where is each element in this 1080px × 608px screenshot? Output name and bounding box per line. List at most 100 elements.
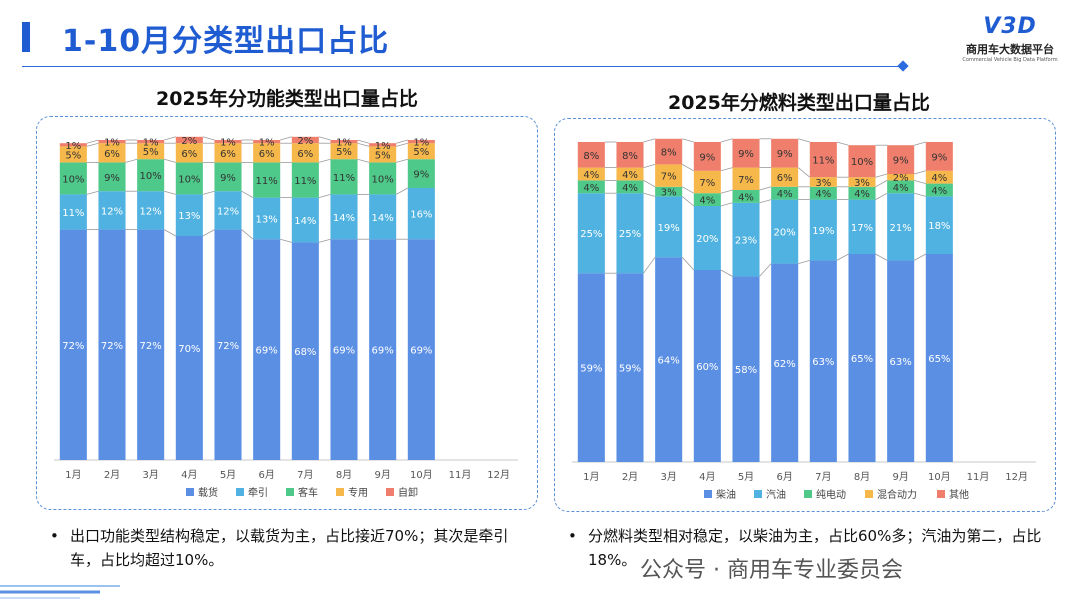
data-label: 62% bbox=[774, 359, 796, 370]
logo-en-text: Commercial Vehicle Big Data Platform bbox=[962, 57, 1058, 63]
series-connector bbox=[241, 190, 254, 198]
data-label: 1% bbox=[65, 141, 81, 152]
data-label: 14% bbox=[372, 213, 394, 224]
bar-segment bbox=[330, 194, 358, 240]
bar-segment bbox=[616, 180, 644, 194]
legend-swatch bbox=[336, 488, 344, 496]
series-connector bbox=[797, 167, 811, 178]
series-connector bbox=[836, 253, 849, 261]
series-connector bbox=[682, 138, 694, 143]
bar-segment bbox=[925, 254, 953, 462]
bar-segment bbox=[887, 174, 915, 181]
data-label: 6% bbox=[220, 149, 236, 160]
bar-segment bbox=[59, 162, 87, 195]
series-connector bbox=[914, 141, 926, 146]
x-tick-label: 8月 bbox=[854, 471, 870, 483]
x-tick-label: 3月 bbox=[142, 469, 158, 481]
series-connector bbox=[914, 253, 926, 261]
bar-segment bbox=[369, 239, 397, 460]
legend-swatch bbox=[236, 488, 244, 496]
data-label: 25% bbox=[580, 229, 602, 240]
bar-segment bbox=[655, 257, 683, 462]
bar-segment bbox=[59, 229, 87, 460]
bar-segment bbox=[175, 162, 203, 195]
x-tick-label: 4月 bbox=[699, 471, 715, 483]
bar-segment bbox=[732, 167, 760, 190]
data-label: 63% bbox=[812, 357, 834, 368]
data-label: 4% bbox=[777, 189, 793, 200]
data-label: 68% bbox=[294, 347, 316, 358]
bar-segment bbox=[809, 186, 837, 200]
series-connector bbox=[396, 139, 408, 144]
data-label: 9% bbox=[777, 149, 793, 160]
data-label: 11% bbox=[256, 176, 278, 187]
data-label: 7% bbox=[661, 172, 677, 183]
data-label: 58% bbox=[735, 365, 757, 376]
series-connector bbox=[720, 202, 733, 207]
bar-segment bbox=[809, 177, 837, 187]
data-label: 8% bbox=[622, 151, 638, 162]
x-tick-label: 3月 bbox=[660, 471, 676, 483]
bar-segment bbox=[577, 167, 605, 181]
series-connector bbox=[720, 269, 733, 277]
bar-segment bbox=[809, 142, 837, 178]
data-label: 1% bbox=[104, 138, 120, 149]
bar-segment bbox=[291, 242, 319, 460]
x-tick-label: 7月 bbox=[815, 471, 831, 483]
chart-panel-fuel bbox=[554, 118, 1056, 512]
bar-segment bbox=[848, 186, 876, 200]
series-connector bbox=[720, 138, 733, 143]
data-label: 16% bbox=[410, 210, 432, 221]
data-label: 2% bbox=[181, 136, 197, 147]
data-label: 21% bbox=[890, 223, 912, 234]
bar-segment bbox=[771, 199, 799, 264]
bar-segment bbox=[925, 183, 953, 197]
bar-segment bbox=[577, 180, 605, 194]
data-label: 5% bbox=[65, 150, 81, 161]
data-label: 4% bbox=[622, 183, 638, 194]
data-label: 69% bbox=[256, 346, 278, 357]
bar-segment bbox=[925, 142, 953, 171]
data-label: 9% bbox=[893, 156, 909, 167]
bar-segment bbox=[616, 193, 644, 274]
bar-segment bbox=[175, 194, 203, 236]
series-connector bbox=[318, 194, 331, 198]
data-label: 4% bbox=[815, 189, 831, 200]
x-tick-label: 12月 bbox=[1005, 471, 1028, 483]
note-function: • 出口功能类型结构稳定，以载货为主，占比接近70%；其次是牵引车，占比均超过1… bbox=[50, 524, 530, 572]
series-connector bbox=[396, 187, 408, 195]
legend-item: 柴油 bbox=[716, 488, 736, 501]
bar-segment bbox=[616, 273, 644, 462]
bar-segment bbox=[809, 199, 837, 261]
bar-segment bbox=[175, 136, 203, 144]
watermark: 公众号 · 商用车专业委员会 bbox=[640, 558, 903, 583]
bar-segment bbox=[291, 136, 319, 144]
data-label: 12% bbox=[217, 206, 239, 217]
data-label: 72% bbox=[140, 341, 162, 352]
x-tick-label: 6月 bbox=[776, 471, 792, 483]
data-label: 72% bbox=[101, 341, 123, 352]
data-label: 1% bbox=[336, 138, 352, 149]
series-connector bbox=[875, 192, 888, 200]
data-label: 14% bbox=[333, 213, 355, 224]
bar-segment bbox=[291, 143, 319, 163]
data-label: 69% bbox=[333, 346, 355, 357]
bar-segment bbox=[98, 229, 126, 460]
series-connector bbox=[202, 136, 215, 141]
bar-segment bbox=[137, 140, 165, 144]
bar-segment bbox=[253, 162, 281, 198]
data-label: 4% bbox=[931, 186, 947, 197]
series-connector bbox=[759, 199, 772, 204]
data-label: 2% bbox=[893, 173, 909, 184]
x-tick-label: 1月 bbox=[65, 469, 81, 481]
series-connector bbox=[759, 186, 772, 191]
x-tick-label: 12月 bbox=[487, 469, 510, 481]
bar-segment bbox=[407, 188, 435, 240]
legend-item: 牵引 bbox=[248, 487, 268, 499]
bar-segment bbox=[330, 159, 358, 195]
legend-item: 混合动力 bbox=[877, 488, 917, 501]
bar-segment bbox=[214, 143, 242, 163]
data-label: 9% bbox=[104, 173, 120, 184]
data-label: 5% bbox=[413, 147, 429, 158]
legend-swatch bbox=[754, 490, 762, 498]
